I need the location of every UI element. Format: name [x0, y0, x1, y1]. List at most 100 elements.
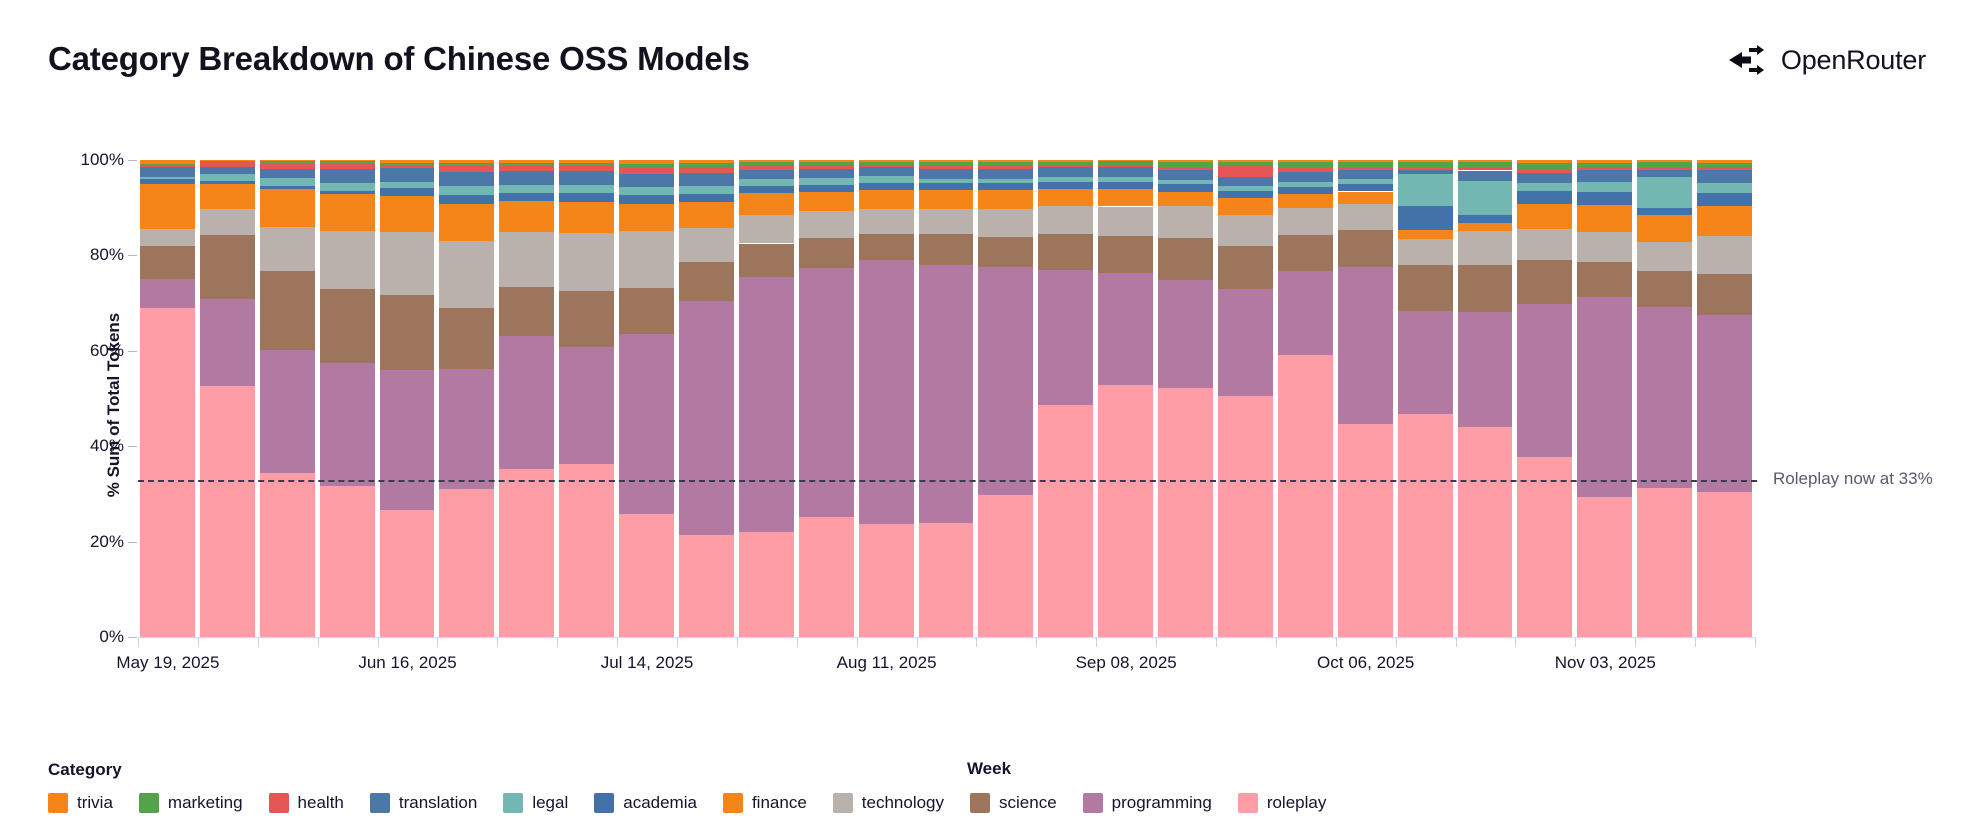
- bar-segment-health[interactable]: [858, 164, 914, 167]
- bar-segment-legal[interactable]: [439, 186, 495, 195]
- bar-segment-marketing[interactable]: [1158, 162, 1213, 168]
- bar-segment-finance[interactable]: [1517, 203, 1573, 230]
- bar-segment-translation[interactable]: [1637, 169, 1693, 177]
- bar-segment-academia[interactable]: [1397, 205, 1453, 230]
- bar-segment-roleplay[interactable]: [1158, 387, 1213, 637]
- stacked-bar[interactable]: [1337, 160, 1393, 637]
- bar-segment-academia[interactable]: [1457, 215, 1513, 223]
- bar-segment-technology[interactable]: [1098, 206, 1154, 236]
- bar-segment-technology[interactable]: [499, 231, 555, 287]
- bar-segment-roleplay[interactable]: [1577, 497, 1633, 637]
- bar-segment-technology[interactable]: [1637, 241, 1693, 271]
- bar-segment-health[interactable]: [978, 164, 1034, 170]
- bar-segment-roleplay[interactable]: [1517, 457, 1573, 637]
- bar-segment-finance[interactable]: [1337, 191, 1393, 204]
- bar-segment-academia[interactable]: [199, 181, 255, 184]
- bar-segment-roleplay[interactable]: [1637, 487, 1693, 637]
- bar-segment-marketing[interactable]: [379, 162, 435, 166]
- bar-segment-science[interactable]: [1457, 264, 1513, 313]
- bar-segment-technology[interactable]: [1397, 239, 1453, 266]
- bar-segment-trivia[interactable]: [1517, 160, 1573, 163]
- bar-segment-programming[interactable]: [1637, 306, 1693, 488]
- bar-segment-trivia[interactable]: [1457, 160, 1513, 162]
- bar-segment-science[interactable]: [1397, 265, 1453, 312]
- bar-segment-legal[interactable]: [1637, 176, 1693, 209]
- bar-segment-academia[interactable]: [978, 183, 1034, 191]
- bar-segment-programming[interactable]: [319, 362, 375, 486]
- bar-segment-trivia[interactable]: [439, 160, 495, 163]
- bar-segment-health[interactable]: [439, 165, 495, 172]
- bar-segment-health[interactable]: [1637, 167, 1693, 170]
- bar-segment-academia[interactable]: [1517, 190, 1573, 204]
- bar-segment-trivia[interactable]: [1337, 160, 1393, 163]
- bar-segment-health[interactable]: [1277, 167, 1333, 173]
- bar-segment-science[interactable]: [439, 308, 495, 370]
- stacked-bar[interactable]: [858, 160, 914, 637]
- bar-segment-legal[interactable]: [1218, 186, 1273, 192]
- stacked-bar[interactable]: [619, 160, 674, 637]
- bar-segment-roleplay[interactable]: [439, 488, 495, 637]
- bar-segment-programming[interactable]: [1158, 279, 1213, 388]
- bar-segment-marketing[interactable]: [1277, 162, 1333, 168]
- bar-segment-marketing[interactable]: [1457, 161, 1513, 168]
- bar-segment-science[interactable]: [1697, 274, 1752, 315]
- bar-segment-academia[interactable]: [918, 183, 974, 191]
- bar-segment-academia[interactable]: [858, 183, 914, 191]
- bar-segment-programming[interactable]: [259, 350, 315, 474]
- bar-segment-health[interactable]: [1158, 167, 1213, 170]
- bar-segment-legal[interactable]: [1277, 181, 1333, 187]
- bar-segment-roleplay[interactable]: [199, 385, 255, 637]
- bar-segment-health[interactable]: [259, 162, 315, 169]
- bar-segment-programming[interactable]: [619, 334, 674, 515]
- bar-segment-finance[interactable]: [1218, 198, 1273, 215]
- bar-segment-legal[interactable]: [140, 176, 195, 180]
- bar-segment-translation[interactable]: [259, 168, 315, 178]
- bar-segment-legal[interactable]: [1697, 182, 1752, 193]
- bar-segment-technology[interactable]: [379, 231, 435, 296]
- bar-segment-programming[interactable]: [1697, 314, 1752, 493]
- bar-segment-legal[interactable]: [619, 187, 674, 196]
- bar-segment-marketing[interactable]: [798, 162, 854, 165]
- bar-segment-roleplay[interactable]: [499, 468, 555, 637]
- bar-segment-technology[interactable]: [738, 214, 794, 244]
- stacked-bar[interactable]: [559, 160, 615, 637]
- bar-segment-marketing[interactable]: [1397, 162, 1453, 168]
- bar-segment-programming[interactable]: [1098, 272, 1154, 386]
- bar-segment-translation[interactable]: [978, 169, 1034, 179]
- bar-segment-finance[interactable]: [559, 201, 615, 233]
- bar-segment-academia[interactable]: [738, 186, 794, 194]
- bar-segment-science[interactable]: [978, 236, 1034, 268]
- bar-segment-trivia[interactable]: [738, 160, 794, 163]
- bar-segment-science[interactable]: [1038, 234, 1094, 271]
- bar-segment-science[interactable]: [1158, 238, 1213, 280]
- stacked-bar[interactable]: [259, 160, 315, 637]
- stacked-bar[interactable]: [1457, 160, 1513, 637]
- bar-segment-marketing[interactable]: [978, 162, 1034, 165]
- bar-segment-academia[interactable]: [140, 179, 195, 184]
- stacked-bar[interactable]: [1577, 160, 1633, 637]
- bar-segment-translation[interactable]: [619, 173, 674, 188]
- bar-segment-health[interactable]: [918, 164, 974, 170]
- bar-segment-roleplay[interactable]: [619, 514, 674, 637]
- bar-segment-roleplay[interactable]: [1277, 355, 1333, 637]
- bar-segment-translation[interactable]: [1218, 176, 1273, 187]
- bar-segment-legal[interactable]: [559, 185, 615, 194]
- bar-segment-programming[interactable]: [1218, 288, 1273, 397]
- bar-segment-finance[interactable]: [199, 183, 255, 210]
- bar-segment-marketing[interactable]: [1697, 162, 1752, 168]
- bar-segment-translation[interactable]: [798, 169, 854, 179]
- bar-segment-finance[interactable]: [1038, 188, 1094, 206]
- bar-segment-translation[interactable]: [918, 169, 974, 179]
- bar-segment-legal[interactable]: [1038, 176, 1094, 182]
- bar-segment-legal[interactable]: [738, 179, 794, 187]
- bar-segment-roleplay[interactable]: [379, 510, 435, 637]
- bar-segment-programming[interactable]: [439, 369, 495, 489]
- bar-segment-technology[interactable]: [199, 209, 255, 236]
- bar-segment-legal[interactable]: [918, 178, 974, 184]
- bar-segment-trivia[interactable]: [140, 160, 195, 164]
- stacked-bar[interactable]: [1218, 160, 1273, 637]
- stacked-bar[interactable]: [1098, 160, 1154, 637]
- stacked-bar[interactable]: [679, 160, 734, 637]
- bar-segment-finance[interactable]: [619, 203, 674, 231]
- bar-segment-trivia[interactable]: [1577, 160, 1633, 163]
